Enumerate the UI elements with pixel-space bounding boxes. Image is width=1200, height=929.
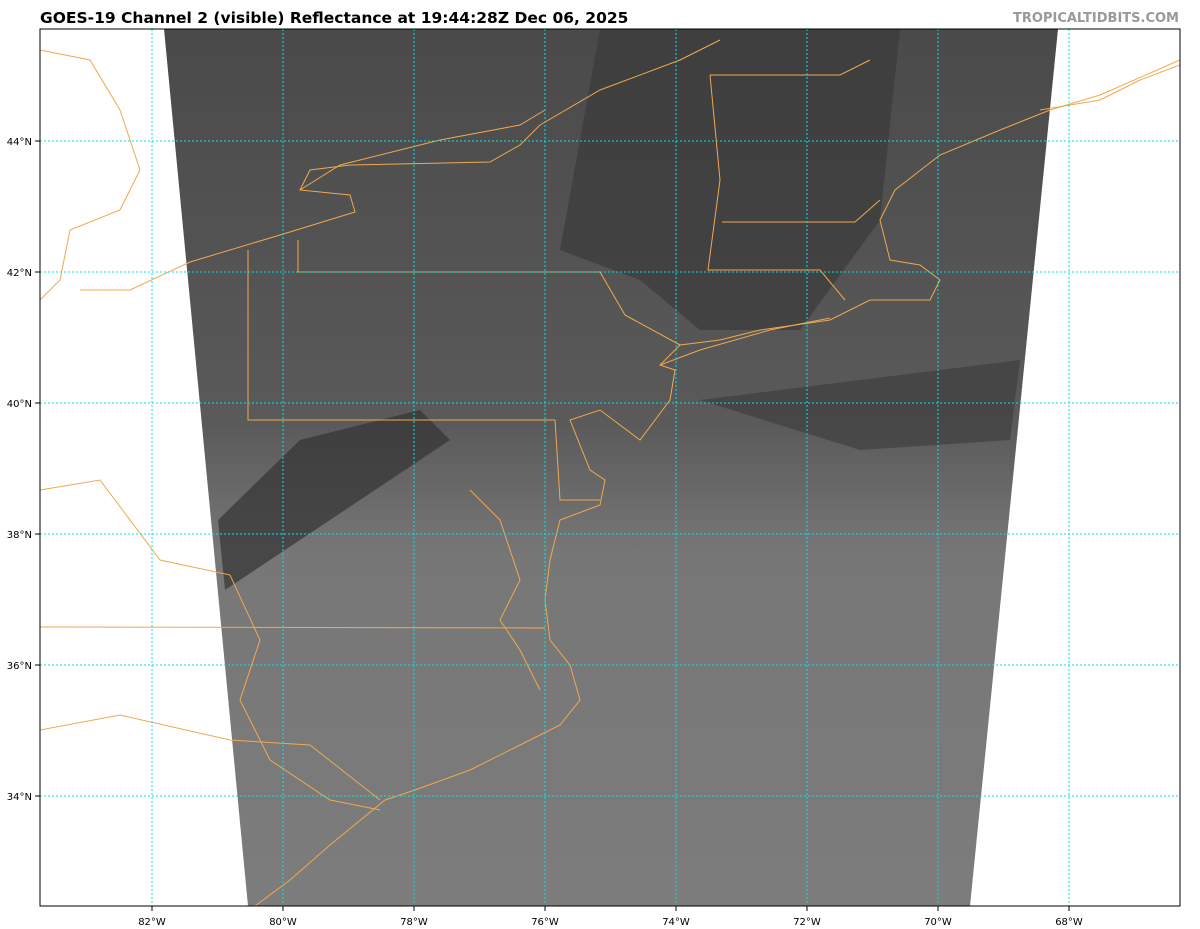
latitude-label: 42°N [7, 268, 32, 279]
longitude-label: 68°W [1055, 917, 1083, 928]
dark-region [218, 410, 450, 590]
longitude-label: 74°W [662, 917, 690, 928]
map-title: GOES-19 Channel 2 (visible) Reflectance … [40, 9, 629, 27]
site-credit: TROPICALTIDBITS.COM [1013, 11, 1179, 26]
longitude-label: 82°W [138, 917, 166, 928]
dark-region [700, 360, 1020, 450]
longitude-label: 78°W [400, 917, 428, 928]
latitude-label: 44°N [7, 137, 32, 148]
gridlines [40, 29, 1180, 906]
longitude-label: 80°W [269, 917, 297, 928]
latitude-label: 34°N [7, 792, 32, 803]
dark-region [560, 29, 900, 330]
longitude-label: 76°W [531, 917, 559, 928]
latitude-label: 38°N [7, 530, 32, 541]
coastlines [40, 39, 1180, 906]
map-frame [39, 28, 1181, 907]
longitude-label: 72°W [793, 917, 821, 928]
longitude-label: 70°W [924, 917, 952, 928]
latitude-label: 40°N [7, 399, 32, 410]
latitude-label: 36°N [7, 661, 32, 672]
